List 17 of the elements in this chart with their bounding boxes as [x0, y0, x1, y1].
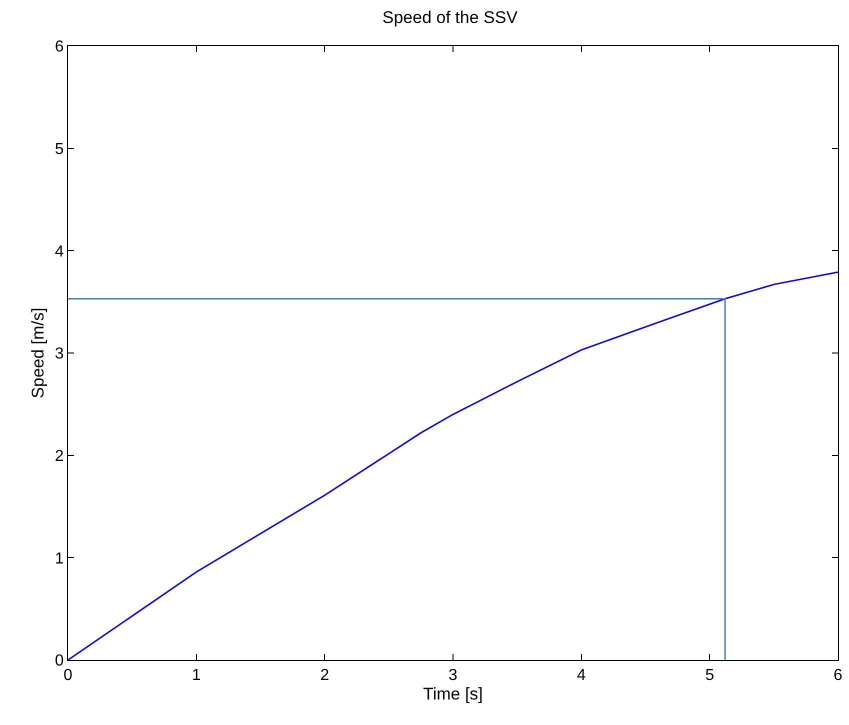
x-tick-label: 6	[834, 667, 843, 684]
x-tick-label: 5	[705, 667, 714, 684]
y-axis-title: Speed [m/s]	[28, 308, 48, 398]
x-axis-title: Time [s]	[423, 684, 483, 704]
x-tick-label: 4	[576, 667, 586, 684]
y-tick-label: 4	[54, 243, 64, 260]
y-tick-label: 6	[54, 38, 64, 56]
x-tick-label: 3	[448, 667, 458, 684]
y-tick-label: 3	[54, 346, 64, 363]
y-tick-label: 2	[54, 448, 64, 465]
chart-title: Speed of the SSV	[382, 8, 518, 27]
x-tick-label: 1	[192, 667, 201, 684]
y-tick-label: 5	[54, 140, 64, 158]
y-tick-label: 1	[54, 550, 64, 568]
y-tick-label: 0	[54, 652, 64, 670]
line-series	[68, 271, 838, 660]
x-tick-label: 2	[320, 667, 330, 684]
